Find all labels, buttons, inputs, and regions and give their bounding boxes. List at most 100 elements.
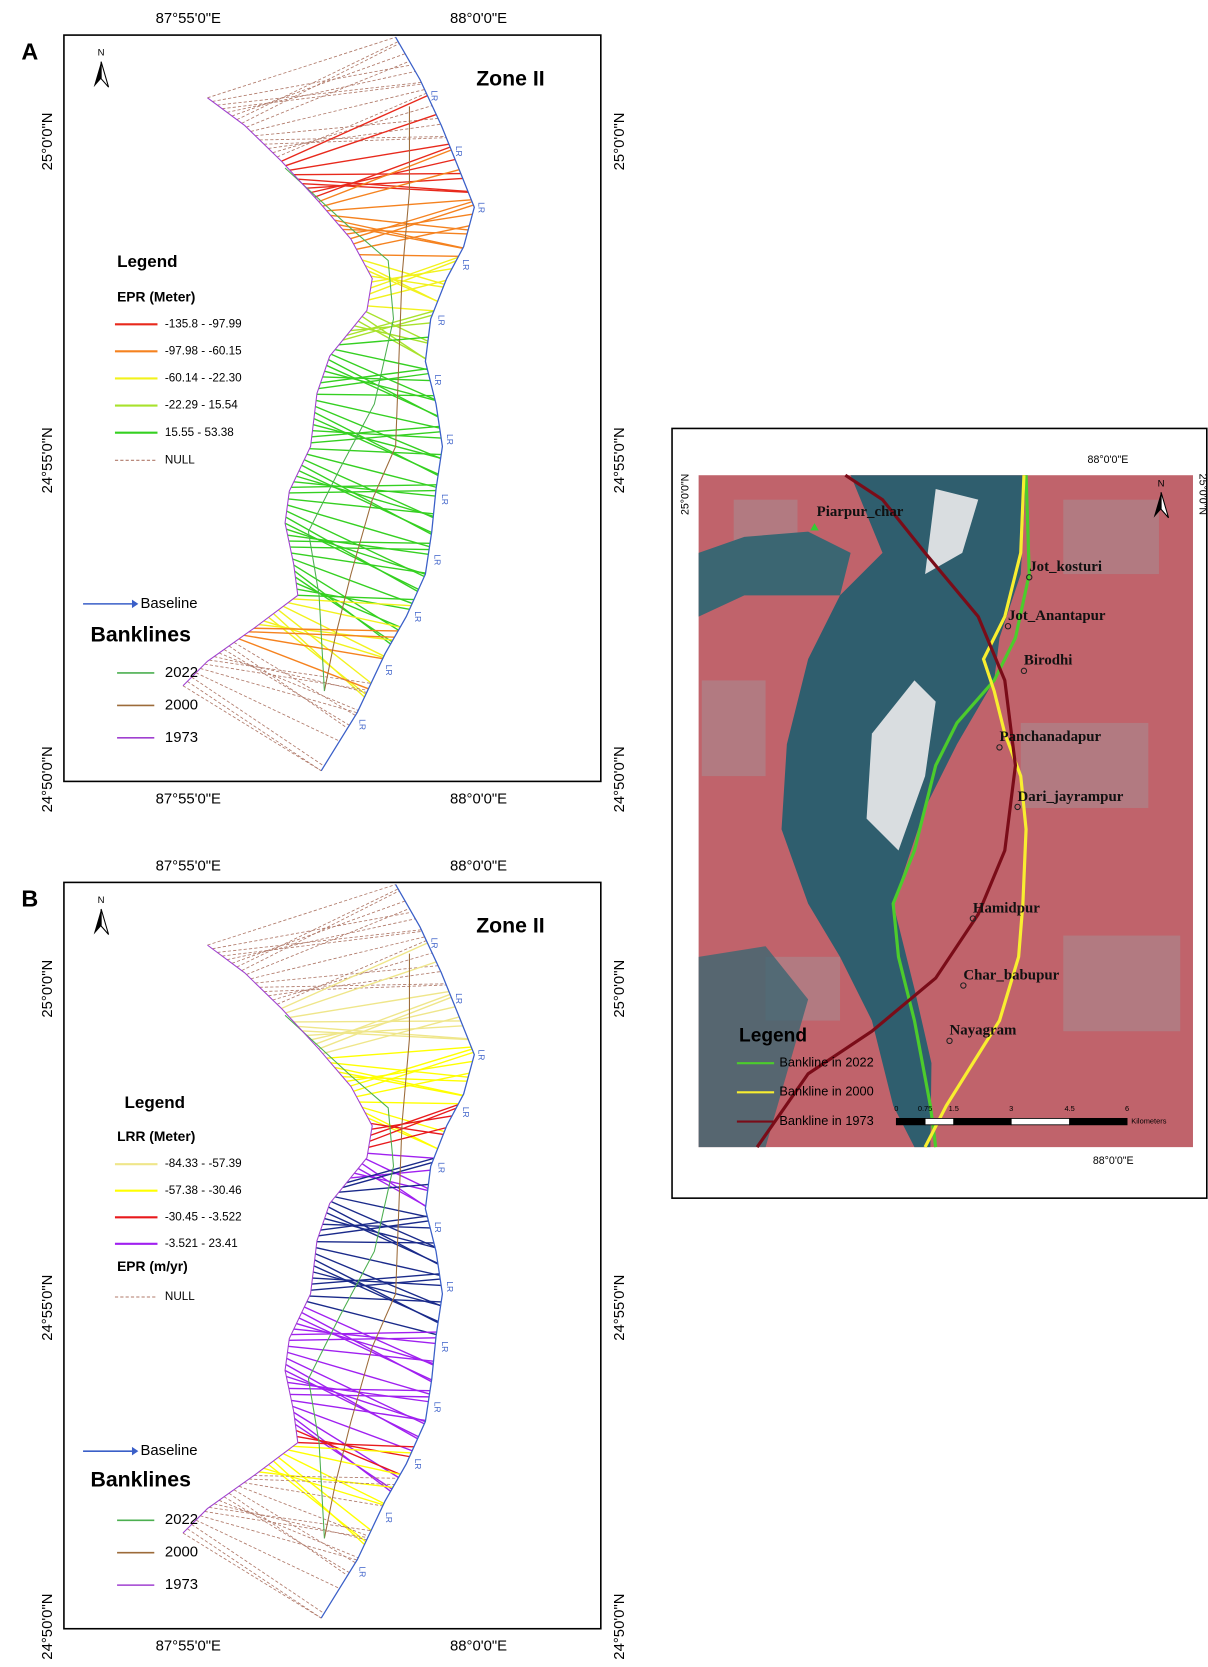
legend-label: 1973 (165, 730, 198, 746)
legend-label: -60.14 - -22.30 (165, 372, 242, 385)
lat-label: 24°55'0"N (40, 427, 56, 493)
place-label: Panchanadapur (999, 729, 1101, 745)
transect-label: LR (461, 1107, 471, 1118)
north-label: N (98, 48, 105, 59)
transect-label: LR (433, 1222, 443, 1233)
transect-label: LR (433, 374, 443, 385)
scale-bar (1011, 1118, 1069, 1124)
north-label: N (1158, 478, 1165, 489)
transect-label: LR (476, 202, 486, 213)
lat-label: 24°50'0"N (612, 746, 628, 812)
transect-label: LR (476, 1049, 486, 1060)
transect-label: LR (445, 1281, 455, 1292)
transect-label: LR (440, 1341, 450, 1352)
transect-label: LR (433, 554, 443, 565)
legend-label: Bankline in 2022 (779, 1055, 873, 1070)
lon-label: 87°55'0"E (156, 11, 221, 27)
lon-label: 88°0'0"E (450, 858, 507, 874)
panel-label: B (21, 886, 38, 912)
lat-label: 25°0'0"N (40, 112, 56, 170)
transect-label: LR (384, 665, 394, 676)
lat-label: 24°55'0"N (40, 1275, 56, 1341)
legend-label: -22.29 - 15.54 (165, 399, 238, 412)
scale-label: 1.5 (949, 1104, 959, 1113)
map-panel (64, 35, 601, 781)
lon-label: 88°0'0"E (450, 11, 507, 27)
scale-unit: Kilometers (1131, 1117, 1166, 1126)
lat-label: 25°0'0"N (680, 474, 692, 515)
lon-label: 87°55'0"E (156, 858, 221, 874)
scale-bar (1070, 1118, 1127, 1124)
legend-label: -3.521 - 23.41 (165, 1237, 238, 1250)
legend-field: LRR (Meter) (117, 1128, 195, 1144)
legend-label: Baseline (140, 1443, 197, 1459)
transect-label: LR (440, 494, 450, 505)
legend-label: 15.55 - 53.38 (165, 426, 234, 439)
scale-label: 0 (894, 1104, 898, 1113)
zone-label: Zone II (476, 914, 544, 938)
figure: A 87°55'0"E 87°55'0"E 88°0'0"E 88°0'0"E 25°0'… (0, 0, 1208, 1667)
legend-label: 2000 (165, 1545, 198, 1561)
place-label: Piarpur_char (817, 504, 904, 520)
transect-label: LR (413, 1459, 423, 1470)
transect-label: LR (437, 315, 447, 326)
land-patch (1063, 936, 1180, 1032)
lat-label: 24°50'0"N (40, 1594, 56, 1660)
legend-label: Bankline in 1973 (779, 1113, 873, 1128)
place-label: Birodhi (1024, 653, 1073, 669)
legend-field: EPR (m/yr) (117, 1258, 188, 1274)
legend-label: 2022 (165, 665, 198, 681)
place-label: Dari_jayrampur (1018, 789, 1124, 805)
lon-label: 87°55'0"E (156, 791, 221, 807)
place-label: Jot_kosturi (1029, 559, 1102, 575)
banklines-title: Banklines (91, 1468, 191, 1492)
lon-label: 88°0'0"E (1088, 454, 1129, 466)
place-label: Hamidpur (973, 900, 1040, 916)
map-frame (64, 35, 601, 781)
lat-label: 24°50'0"N (612, 1594, 628, 1660)
lat-label: 24°55'0"N (612, 1275, 628, 1341)
lat-label: 25°0'0"N (40, 960, 56, 1018)
legend-label: -84.33 - -57.39 (165, 1157, 242, 1170)
lon-label: 88°0'0"E (450, 791, 507, 807)
legend-label: 2022 (165, 1512, 198, 1528)
legend-label: -135.8 - -97.99 (165, 317, 242, 330)
legend-label: 2000 (165, 697, 198, 713)
transect-label: LR (357, 719, 367, 730)
legend-title: Legend (739, 1026, 807, 1047)
place-label: Char_babupur (963, 967, 1059, 983)
legend-field: EPR (Meter) (117, 288, 195, 304)
lat-label: 25°0'0"N (1197, 474, 1208, 515)
scale-bar (896, 1118, 925, 1124)
legend-label: 1973 (165, 1577, 198, 1593)
transect-label: LR (429, 90, 439, 101)
lat-label: 25°0'0"N (612, 112, 628, 170)
scale-label: 6 (1125, 1104, 1129, 1113)
place-label: Jot_Anantapur (1008, 608, 1106, 624)
transect-label: LR (357, 1566, 367, 1577)
map-panel (64, 882, 601, 1628)
lon-label: 88°0'0"E (1093, 1155, 1134, 1167)
transect-label: LR (445, 434, 455, 445)
zone-label: Zone II (476, 66, 544, 90)
panel-label: A (21, 38, 38, 64)
transect-label: LR (384, 1512, 394, 1523)
legend-title: Legend (117, 252, 177, 271)
land-patch (702, 680, 766, 776)
transect-label: LR (461, 259, 471, 270)
legend-label: NULL (165, 453, 195, 466)
legend-label: -97.98 - -60.15 (165, 344, 242, 357)
transect-label: LR (437, 1162, 447, 1173)
lat-label: 24°50'0"N (40, 746, 56, 812)
scale-bar (925, 1118, 954, 1124)
lat-label: 24°55'0"N (612, 427, 628, 493)
legend-label: Bankline in 2000 (779, 1084, 873, 1099)
legend-label: -57.38 - -30.46 (165, 1184, 242, 1197)
transect-label: LR (413, 611, 423, 622)
lon-label: 87°55'0"E (156, 1639, 221, 1655)
legend-label: -30.45 - -3.522 (165, 1210, 242, 1223)
scale-label: 3 (1009, 1104, 1013, 1113)
legend-label: NULL (165, 1290, 195, 1303)
lat-label: 25°0'0"N (612, 960, 628, 1018)
transect-label: LR (433, 1402, 443, 1413)
